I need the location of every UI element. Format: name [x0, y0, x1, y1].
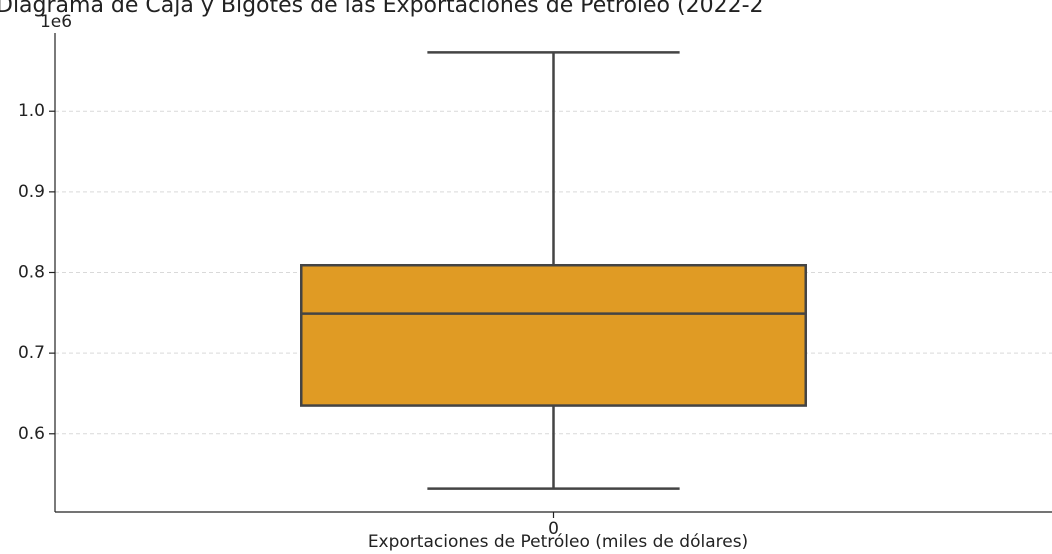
x-axis-label: Exportaciones de Petróleo (miles de dóla… [368, 532, 748, 552]
chart-title: Diagrama de Caja y Bigotes de las Export… [0, 0, 764, 18]
x-tick-label: 0 [548, 519, 559, 539]
box [300, 263, 807, 407]
y-tick-label: 0.9 [18, 182, 45, 202]
y-tick-label: 0.7 [18, 343, 45, 363]
y-tick-label: 0.6 [18, 424, 45, 444]
y-tick-label: 1.0 [18, 101, 45, 121]
y-tick-label: 0.8 [18, 263, 45, 283]
offset-label: 1e6 [40, 12, 72, 32]
